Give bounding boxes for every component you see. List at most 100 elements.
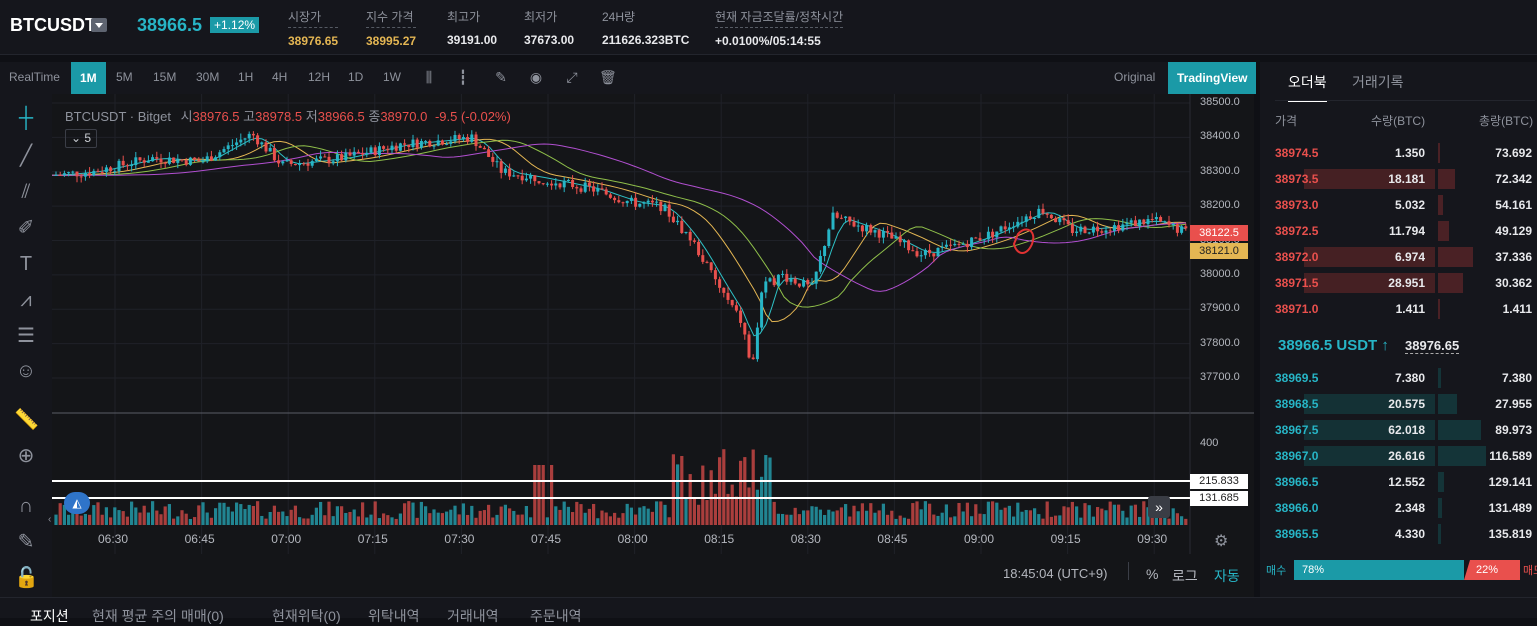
ask-row[interactable]: 38971.0 1.411 1.411	[1260, 296, 1537, 322]
interval-30m[interactable]: 30M	[196, 70, 220, 84]
volume-bar	[134, 507, 138, 525]
ask-row[interactable]: 38973.0 5.032 54.161	[1260, 192, 1537, 218]
original-view-button[interactable]: Original	[1114, 70, 1156, 84]
magnet-icon[interactable]: ∩	[18, 495, 34, 517]
volume-bar	[592, 503, 596, 525]
chart-type-icon[interactable]: ⫼	[425, 69, 433, 85]
interval-4h[interactable]: 4H	[272, 70, 288, 84]
interval-1d[interactable]: 1D	[348, 70, 364, 84]
candle-body	[348, 152, 352, 156]
bid-row[interactable]: 38966.5 12.552 129.141	[1260, 469, 1537, 495]
price-chart[interactable]: BTCUSDT · Bitget 시38976.5 고38978.5 저3896…	[48, 94, 1254, 597]
brush-icon[interactable]: ✐	[17, 217, 35, 239]
candle-body	[772, 278, 776, 286]
order-price: 38965.5	[1275, 527, 1319, 541]
lock-draw-icon[interactable]: ✎	[17, 531, 35, 553]
volume-bar	[579, 504, 583, 525]
tab-order-history[interactable]: 주문내역	[530, 608, 582, 624]
ask-row[interactable]: 38972.0 6.974 37.336	[1260, 244, 1537, 270]
bid-row[interactable]: 38967.5 62.018 89.973	[1260, 417, 1537, 443]
indicators-icon[interactable]: ✎	[495, 69, 507, 85]
interval-1w[interactable]: 1W	[383, 70, 401, 84]
interval-5m[interactable]: 5M	[116, 70, 133, 84]
candle-body	[478, 146, 482, 148]
tab-trade-history[interactable]: 거래기록	[1352, 74, 1404, 90]
candle-body	[323, 156, 327, 158]
tab-consign-history[interactable]: 위탁내역	[368, 608, 420, 624]
emoji-icon[interactable]: ☺	[15, 360, 37, 382]
volume-bar	[1070, 501, 1074, 525]
order-price: 38968.5	[1275, 397, 1319, 411]
log-scale-toggle[interactable]: 로그	[1172, 568, 1198, 584]
ask-row[interactable]: 38972.5 11.794 49.129	[1260, 218, 1537, 244]
candle-body	[961, 243, 965, 245]
camera-icon[interactable]: ◉	[529, 69, 543, 85]
volume-bar	[1112, 504, 1116, 525]
realtime-button[interactable]: RealTime	[9, 70, 60, 84]
chart-canvas[interactable]	[52, 94, 1254, 597]
candle-body	[176, 159, 180, 163]
candle-body	[797, 283, 801, 287]
symbol-name[interactable]: BTCUSDT	[10, 15, 96, 35]
scroll-to-latest-icon[interactable]: »	[1148, 496, 1170, 518]
bid-row[interactable]: 38967.0 26.616 116.589	[1260, 443, 1537, 469]
interval-15m[interactable]: 15M	[153, 70, 177, 84]
bid-row[interactable]: 38965.5 4.330 135.819	[1260, 521, 1537, 547]
candle-body	[1003, 226, 1007, 230]
volume-bar	[109, 517, 113, 525]
ruler-icon[interactable]: 📏	[14, 409, 39, 431]
percent-scale-toggle[interactable]: %	[1146, 566, 1159, 582]
fullscreen-icon[interactable]: ⤢	[566, 69, 578, 85]
last-price: 38966.5	[137, 15, 203, 35]
tab-trade-history-bottom[interactable]: 거래내역	[447, 608, 499, 624]
candle-body	[928, 249, 932, 254]
volume-bar	[172, 518, 176, 525]
interval-12h[interactable]: 12H	[308, 70, 331, 84]
ask-row[interactable]: 38973.5 18.181 72.342	[1260, 166, 1537, 192]
candle-body	[424, 140, 428, 142]
tab-orderbook[interactable]: 오더북	[1288, 72, 1327, 102]
crosshair-icon[interactable]: ┼	[18, 107, 34, 129]
bid-row[interactable]: 38968.5 20.575 27.955	[1260, 391, 1537, 417]
candle-body	[995, 231, 999, 238]
chevron-down-icon[interactable]	[91, 18, 107, 32]
tab-open-orders[interactable]: 현재 평균 주의 매매(0)	[92, 608, 224, 624]
tab-current-consign[interactable]: 현재위탁(0)	[272, 608, 341, 624]
volume-bar	[587, 508, 591, 525]
prediction-icon[interactable]: ☰	[17, 325, 35, 347]
trash-icon[interactable]: 🗑	[599, 69, 617, 85]
candle-body	[1054, 218, 1058, 223]
auto-scale-toggle[interactable]: 자동	[1214, 568, 1240, 584]
settings-gear-icon[interactable]: ⚙	[1214, 533, 1229, 550]
order-price: 38973.5	[1275, 172, 1319, 186]
volume-bar	[335, 506, 339, 525]
bid-row[interactable]: 38969.5 7.380 7.380	[1260, 365, 1537, 391]
volume-bar	[873, 512, 877, 525]
fib-icon[interactable]: ⫽	[21, 181, 31, 203]
indicator-toggle[interactable]: ⌄ 5	[65, 129, 97, 148]
text-icon[interactable]: T	[19, 253, 33, 275]
pattern-icon[interactable]: ⩘	[20, 289, 32, 311]
candle-body	[499, 161, 503, 173]
price-tick-label: 38300.0	[1200, 164, 1240, 177]
tab-positions[interactable]: 포지션	[30, 608, 69, 624]
interval-1h[interactable]: 1H	[238, 70, 254, 84]
candle-body	[1175, 224, 1179, 233]
order-total: 54.161	[1495, 198, 1532, 212]
tradingview-button[interactable]: TradingView	[1168, 62, 1257, 94]
candlestick-icon[interactable]: ┇	[458, 69, 468, 85]
candle-body	[802, 280, 806, 287]
collapse-left-icon[interactable]: ‹	[48, 514, 52, 525]
ask-row[interactable]: 38971.5 28.951 30.362	[1260, 270, 1537, 296]
lock-icon[interactable]: 🔓	[14, 567, 39, 589]
volume-bar	[424, 506, 428, 525]
zoom-icon[interactable]: ⊕	[17, 445, 35, 467]
volume-bar	[184, 513, 188, 525]
trendline-icon[interactable]: ╱	[19, 145, 33, 167]
ask-row[interactable]: 38974.5 1.350 73.692	[1260, 140, 1537, 166]
interval-1m[interactable]: 1M	[71, 62, 106, 94]
candle-body	[440, 140, 444, 145]
candle-body	[659, 201, 663, 212]
header-total: 총량(BTC)	[1479, 114, 1534, 128]
bid-row[interactable]: 38966.0 2.348 131.489	[1260, 495, 1537, 521]
